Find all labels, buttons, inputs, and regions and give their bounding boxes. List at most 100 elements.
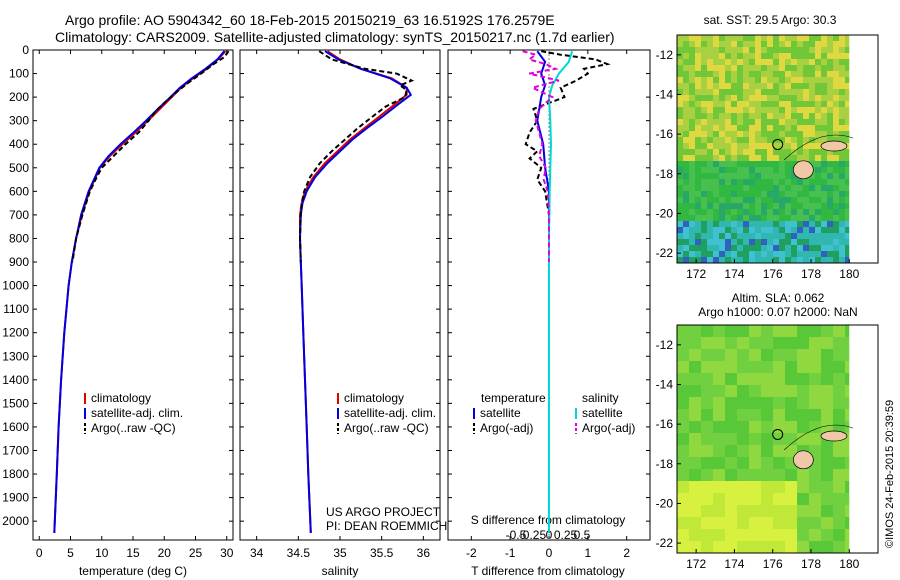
sst-map-cell (695, 83, 701, 89)
sla-map-cell (809, 337, 821, 349)
sst-map-cell (833, 251, 839, 257)
sst-map-cell (695, 161, 701, 167)
sst-map-cell (797, 101, 803, 107)
sla-map-cell (797, 373, 809, 385)
difference-legend-title-s: salinity (582, 391, 619, 405)
sst-map-cell (845, 161, 851, 167)
sst-map-cell (755, 167, 761, 173)
sst-map-cell (839, 167, 845, 173)
sst-map-cell (779, 119, 785, 125)
sst-map-cell (743, 203, 749, 209)
sst-map-cell (689, 239, 695, 245)
sst-map-cell (815, 227, 821, 233)
sst-map-cell (833, 41, 839, 47)
sla-map-cell (821, 541, 833, 553)
sla-map-cell (689, 481, 701, 493)
sst-map-cell (773, 221, 779, 227)
sst-map-cell (779, 137, 785, 143)
sst-map-cell (683, 257, 689, 263)
sla-map-cell (677, 397, 689, 409)
sst-map-cell (707, 35, 713, 41)
sst-map-cell (731, 143, 737, 149)
sst-map-cell (827, 101, 833, 107)
sst-map-cell (701, 239, 707, 245)
sst-map-cell (773, 257, 779, 263)
difference-t-legend-label: satellite (480, 406, 521, 420)
sst-map-cell (731, 209, 737, 215)
sla-map-cell (773, 349, 785, 361)
sst-map-cell (803, 149, 809, 155)
sst-map-cell (815, 191, 821, 197)
sla-map-cell (785, 469, 797, 481)
sst-map-cell (761, 221, 767, 227)
sst-map-cell (677, 95, 683, 101)
sst-map-cell (677, 197, 683, 203)
sst-map-cell (707, 137, 713, 143)
sst-map-cell (827, 227, 833, 233)
sst-map-cell (755, 227, 761, 233)
sst-map-cell (701, 113, 707, 119)
sst-map-cell (839, 77, 845, 83)
sla-map-cell (737, 493, 749, 505)
difference-series-2 (547, 50, 574, 533)
sst-map-cell (743, 53, 749, 59)
sst-map-cell (707, 257, 713, 263)
sst-map-cell (761, 245, 767, 251)
sst-map-cell (701, 161, 707, 167)
sst-map-cell (761, 107, 767, 113)
sst-map-cell (719, 197, 725, 203)
sst-map-cell (731, 185, 737, 191)
sla-map-cell (797, 529, 809, 541)
sst-map-cell (731, 161, 737, 167)
sla-map-cell (773, 385, 785, 397)
sst-map-cell (773, 215, 779, 221)
sst-map-cell (797, 143, 803, 149)
sla-map-cell (749, 529, 761, 541)
sst-map-cell (725, 137, 731, 143)
sst-map-cell (719, 119, 725, 125)
sla-map-cell (725, 493, 737, 505)
sst-map-cell (695, 95, 701, 101)
sst-map-cell (743, 233, 749, 239)
sla-map-cell (749, 373, 761, 385)
sst-map-cell (791, 119, 797, 125)
sst-map-cell (767, 215, 773, 221)
sst-map-cell (701, 215, 707, 221)
sst-map-cell (773, 35, 779, 41)
sst-map-cell (677, 47, 683, 53)
temperature-series-1 (53, 50, 226, 533)
sst-map-cell (719, 71, 725, 77)
sst-map-cell (683, 41, 689, 47)
sla-map-cell (701, 325, 713, 337)
sst-map-cell (683, 209, 689, 215)
sst-map-cell (821, 203, 827, 209)
sla-map-cell (701, 337, 713, 349)
sst-map-cell (689, 47, 695, 53)
sst-map-cell (689, 71, 695, 77)
sst-map-cell (701, 257, 707, 263)
sst-map-cell (803, 47, 809, 53)
sst-map-cell (827, 113, 833, 119)
sst-map-cell (833, 119, 839, 125)
sst-map-cell (815, 77, 821, 83)
sst-map-cell (785, 251, 791, 257)
sst-map-cell (797, 95, 803, 101)
sst-map-cell (737, 59, 743, 65)
sla-map-cell (749, 517, 761, 529)
sst-map-cell (755, 119, 761, 125)
sla-title-line1: Altim. SLA: 0.062 (732, 291, 825, 305)
sst-map-cell (761, 101, 767, 107)
sst-map-cell (689, 65, 695, 71)
temperature-x-tick-label: 20 (158, 546, 172, 560)
sst-map-cell (749, 95, 755, 101)
sla-map-cell (737, 421, 749, 433)
sst-map-cell (839, 155, 845, 161)
sla-map-cell (689, 505, 701, 517)
sst-map-cell (695, 197, 701, 203)
sst-map-cell (761, 149, 767, 155)
sst-map-cell (725, 113, 731, 119)
sst-map-cell (785, 167, 791, 173)
sst-map-cell (785, 107, 791, 113)
sla-map-cell (713, 361, 725, 373)
sst-map-cell (683, 149, 689, 155)
